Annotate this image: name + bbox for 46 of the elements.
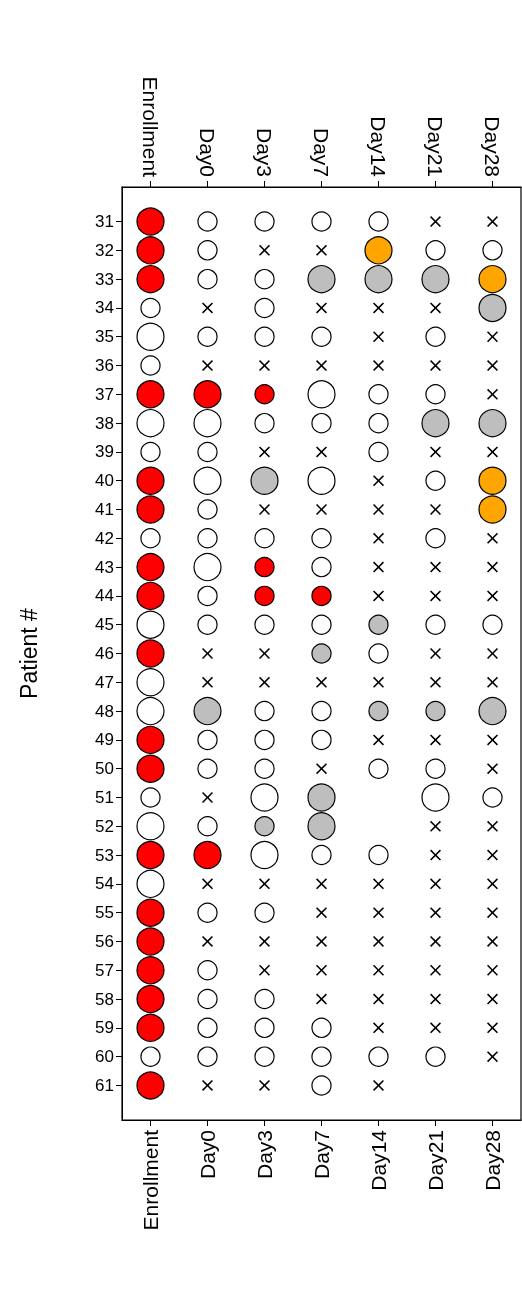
y-tick-label: 42 [95,528,114,548]
y-tick-label: 39 [95,442,114,462]
y-tick-label: 61 [95,1075,114,1095]
y-tick-label: 55 [95,903,114,923]
y-tick-label: 37 [95,384,114,404]
y-tick-label: 59 [95,1018,114,1038]
y-tick-label: 40 [95,471,114,491]
y-tick-label: 38 [95,413,114,433]
y-tick-label: 35 [95,327,114,347]
y-tick-label: 36 [95,356,114,376]
y-tick-label: 60 [95,1047,114,1067]
category-label: Day0 [196,127,219,177]
x-tick-label: Day21 [424,1130,447,1191]
y-tick-label: 41 [95,500,114,520]
category-label: Enrollment [139,76,162,177]
y-tick-label: 58 [95,989,114,1009]
y-tick-label: 33 [95,269,114,289]
y-tick-label: 53 [95,845,114,865]
y-tick-label: 56 [95,931,114,951]
y-tick-label: 50 [95,759,114,779]
x-tick-label: Day0 [196,1130,219,1180]
y-tick-label: 31 [95,212,114,232]
category-label: Day28 [481,116,504,177]
x-tick-label: Enrollment [139,1129,162,1231]
y-tick-label: 48 [95,701,114,721]
category-label: Day21 [424,116,447,177]
x-tick-label: Day7 [310,1130,333,1180]
x-tick-label: Day28 [481,1130,504,1191]
category-label: Day14 [367,116,390,177]
x-tick-label: Day3 [253,1130,276,1180]
category-label: Day7 [310,127,333,177]
y-tick-label: 51 [95,787,114,807]
y-tick-label: 34 [95,298,114,318]
y-tick-label: 46 [95,644,114,663]
y-tick-label: 49 [95,730,114,750]
y-tick-label: 57 [95,960,114,980]
y-tick-label: 44 [95,586,114,606]
y-axis-title: Patient # [15,607,42,699]
y-tick-label: 45 [95,615,114,635]
category-label: Day3 [253,127,276,177]
y-tick-label: 32 [95,240,114,260]
y-tick-label: 54 [95,874,114,894]
y-tick-label: 43 [95,557,114,577]
y-tick-label: 47 [95,672,114,692]
y-tick-label: 52 [95,816,114,836]
x-tick-label: Day14 [367,1129,390,1191]
